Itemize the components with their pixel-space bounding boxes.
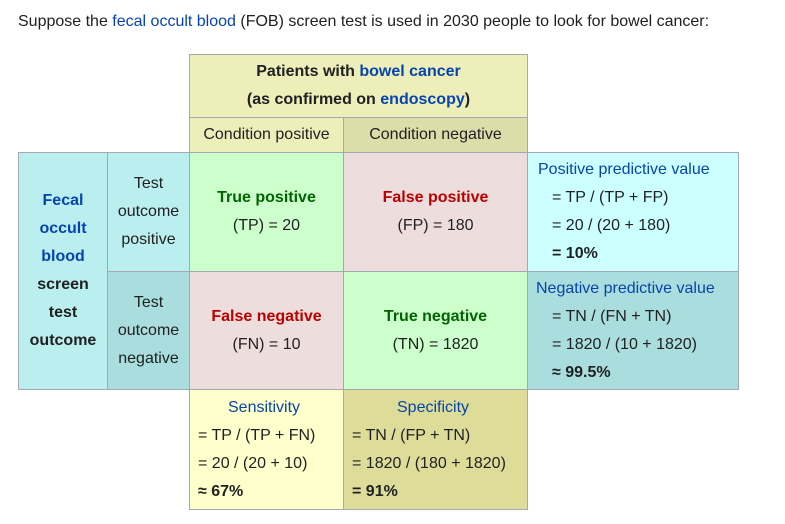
fecal-occult-blood-link[interactable]: fecal occult blood <box>112 13 236 30</box>
fob-row-header: Fecal occult blood screen test outcome <box>18 152 108 390</box>
endoscopy-link[interactable]: endoscopy <box>380 91 465 108</box>
true-negative-cell: True negative (TN) = 1820 <box>343 271 528 390</box>
patients-header: Patients with bowel cancer (as confirmed… <box>189 54 528 118</box>
false-negative-cell: False negative (FN) = 10 <box>189 271 344 390</box>
intro-prefix: Suppose the <box>18 13 113 30</box>
specificity-link[interactable]: Specificity <box>397 398 470 416</box>
negative-predictive-value-link[interactable]: Negative predictive value <box>536 279 715 297</box>
sensitivity-link[interactable]: Sensitivity <box>228 398 301 416</box>
bowel-cancer-link[interactable]: bowel cancer <box>359 63 461 80</box>
patients-header-line1: Patients with bowel cancer <box>256 63 461 80</box>
false-positive-cell: False positive (FP) = 180 <box>343 152 528 272</box>
test-outcome-positive-header: Test outcome positive <box>107 152 190 272</box>
specificity-cell: Specificity = TN / (FP + TN) = 1820 / (1… <box>343 389 528 510</box>
patients-header-line2: (as confirmed on endoscopy) <box>246 91 471 108</box>
condition-negative-header: Condition negative <box>343 117 528 153</box>
negative-predictive-value-cell: Negative predictive value = TN / (FN + T… <box>527 271 739 390</box>
intro-text: Suppose the fecal occult blood (FOB) scr… <box>18 10 709 34</box>
test-outcome-negative-header: Test outcome negative <box>107 271 190 390</box>
sensitivity-cell: Sensitivity = TP / (TP + FN) = 20 / (20 … <box>189 389 344 510</box>
positive-predictive-value-cell: Positive predictive value = TP / (TP + F… <box>527 152 739 272</box>
fecal-occult-blood-row-link[interactable]: Fecal occult blood <box>39 192 87 265</box>
intro-suffix: (FOB) screen test is used in 2030 people… <box>235 13 710 30</box>
condition-positive-header: Condition positive <box>189 117 344 153</box>
true-positive-cell: True positive (TP) = 20 <box>189 152 344 272</box>
positive-predictive-value-link[interactable]: Positive predictive value <box>538 161 710 178</box>
